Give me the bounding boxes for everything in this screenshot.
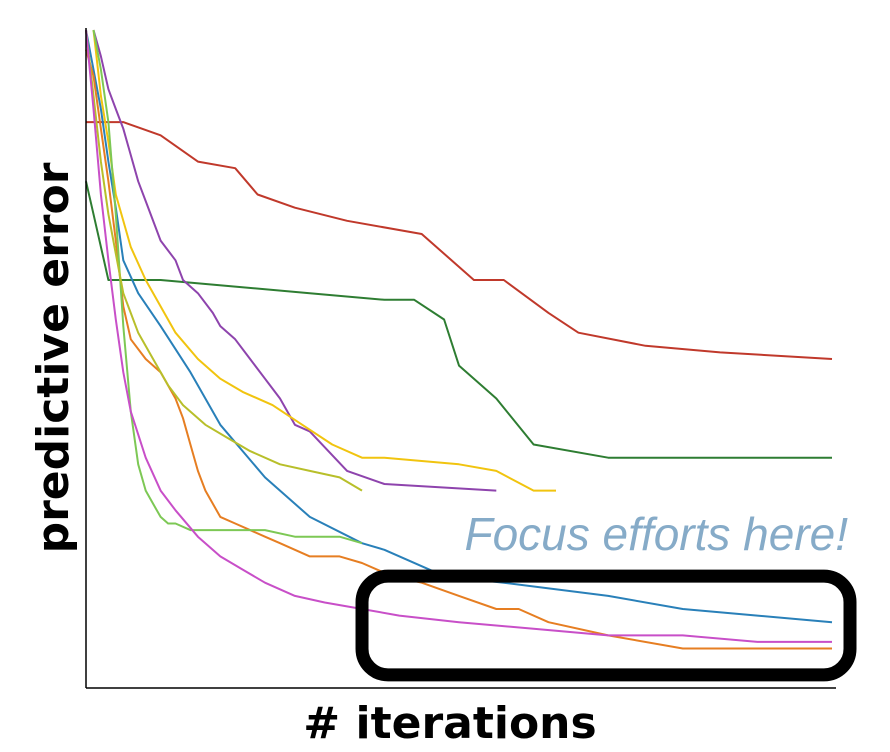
series-line-5 <box>85 29 833 624</box>
series-line-6 <box>85 49 832 650</box>
annotation-text: Focus efforts here! <box>465 508 849 560</box>
series-line-7 <box>92 29 363 545</box>
series-line-8 <box>85 29 363 492</box>
series-line-9 <box>85 29 832 643</box>
highlight-box <box>355 569 857 682</box>
series-line-2 <box>85 181 832 459</box>
x-axis-title: # iterations <box>303 698 596 749</box>
y-axis-title: predictive error <box>28 162 79 553</box>
series-line-3 <box>92 29 497 492</box>
series-layer <box>85 29 833 650</box>
series-line-4 <box>92 29 556 492</box>
series-line-1 <box>86 121 833 360</box>
